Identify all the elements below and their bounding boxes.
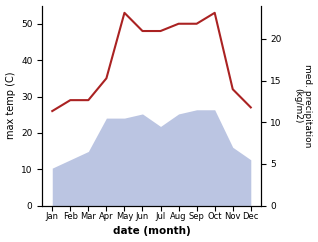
X-axis label: date (month): date (month) (113, 227, 190, 236)
Y-axis label: max temp (C): max temp (C) (5, 72, 16, 139)
Y-axis label: med. precipitation
(kg/m2): med. precipitation (kg/m2) (293, 64, 313, 147)
